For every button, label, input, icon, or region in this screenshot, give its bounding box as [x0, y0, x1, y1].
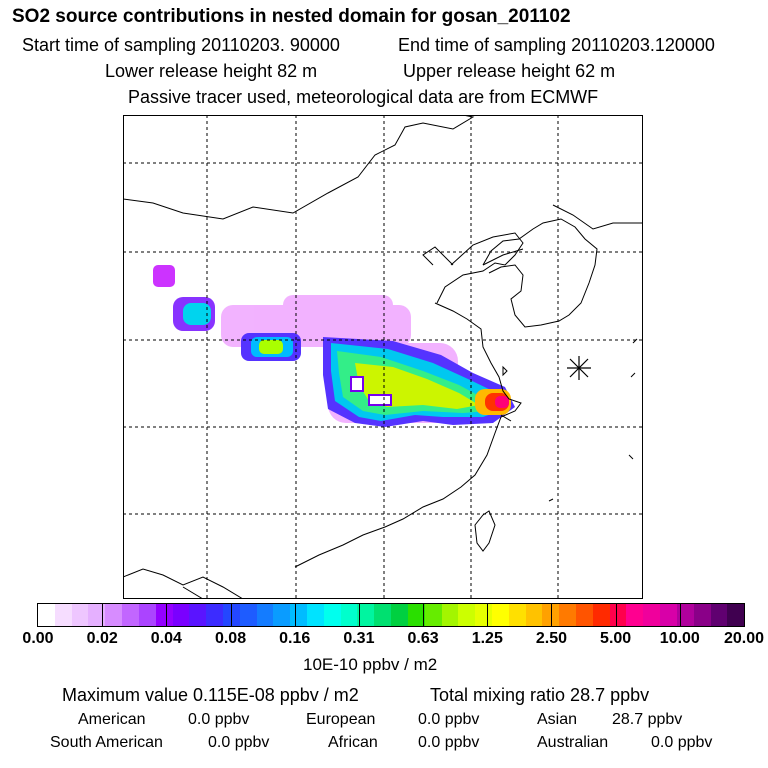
colorbar-tick-label: 20.00 [723, 630, 765, 647]
region-value: 0.0 ppbv [651, 734, 713, 751]
map-panel [123, 115, 643, 599]
sampling-start-time: Start time of sampling 20110203. 90000 [22, 35, 340, 55]
plume-cell [153, 265, 175, 287]
region-label: American [78, 711, 146, 728]
colorbar-segment [491, 604, 509, 626]
colorbar-divider [487, 604, 489, 626]
colorbar-segment [374, 604, 392, 626]
colorbar-divider [166, 604, 168, 626]
colorbar-segment [38, 604, 55, 626]
region-value: 0.0 ppbv [418, 711, 480, 728]
sampling-end-time: End time of sampling 20110203.120000 [398, 35, 715, 55]
colorbar-segment [273, 604, 291, 626]
colorbar-segment [189, 604, 207, 626]
colorbar-segment [88, 604, 106, 626]
region-label: Asian [537, 711, 578, 728]
colorbar-divider [551, 604, 553, 626]
region-value: 0.0 ppbv [208, 734, 270, 751]
tracer-note: Passive tracer used, meteorological data… [128, 87, 599, 107]
lower-release-height: Lower release height 82 m [105, 61, 318, 81]
colorbar-tick-label: 2.50 [535, 630, 568, 647]
receptor-star-icon [567, 356, 591, 380]
colorbar-tick-label: 0.00 [22, 630, 54, 647]
plume-hotspot [495, 396, 509, 408]
colorbar-tick-label: 0.16 [279, 630, 311, 647]
colorbar-segment [441, 604, 459, 626]
region-label: Australian [537, 734, 609, 751]
colorbar-segment [155, 604, 173, 626]
colorbar-segment [307, 604, 324, 626]
colorbar-segment [727, 604, 745, 626]
concentration-plume [153, 265, 515, 427]
colorbar-segment [407, 604, 425, 626]
colorbar-tick-label: 0.63 [407, 630, 439, 647]
colorbar-tick-label: 0.31 [343, 630, 375, 647]
colorbar-tick-label: 0.02 [86, 630, 118, 647]
region-value: 0.0 ppbv [418, 734, 480, 751]
region-value: 0.0 ppbv [188, 711, 250, 728]
coastlines [123, 115, 643, 599]
colorbar-segment [660, 604, 677, 626]
plume-cell [350, 376, 364, 392]
colorbar-segment [71, 604, 89, 626]
colorbar-divider [679, 604, 681, 626]
colorbar-segment [122, 604, 139, 626]
colorbar-divider [423, 604, 425, 626]
colorbar-segment [710, 604, 728, 626]
region-value: 28.7 ppbv [612, 711, 683, 728]
colorbar-segment [559, 604, 576, 626]
colorbar-segment [458, 604, 476, 626]
colorbar-divider [615, 604, 617, 626]
page-title: SO2 source contributions in nested domai… [12, 6, 571, 27]
colorbar-segment [323, 604, 341, 626]
colorbar-segment [239, 604, 257, 626]
colorbar-segment [256, 604, 274, 626]
colorbar-segment [290, 604, 307, 626]
colorbar-segment [576, 604, 593, 626]
colorbar [38, 604, 745, 626]
colorbar-tick-label: 10.00 [659, 630, 700, 647]
plume-cell [183, 303, 211, 325]
colorbar-segment [340, 604, 358, 626]
colorbar-segment [508, 604, 526, 626]
colorbar-segment [206, 604, 223, 626]
plume-cell [368, 394, 392, 406]
colorbar-segment [609, 604, 627, 626]
colorbar-segment [357, 604, 375, 626]
upper-release-height: Upper release height 62 m [403, 61, 616, 81]
region-label: South American [50, 734, 163, 751]
colorbar-segment [626, 604, 644, 626]
total-mixing-ratio: Total mixing ratio 28.7 ppbv [430, 685, 650, 705]
colorbar-segment [475, 604, 492, 626]
plume-cell [259, 340, 283, 354]
region-label: European [306, 711, 376, 728]
colorbar-segment [592, 604, 610, 626]
region-label: African [328, 734, 378, 751]
colorbar-tick-label: 0.08 [214, 630, 247, 647]
colorbar-segment [391, 604, 408, 626]
colorbar-tick-label: 5.00 [600, 630, 632, 647]
colorbar-segment [676, 604, 694, 626]
colorbar-divider [102, 604, 104, 626]
colorbar-divider [358, 604, 360, 626]
lat-lon-grid [123, 115, 643, 599]
colorbar-segment [693, 604, 711, 626]
colorbar-segment [643, 604, 661, 626]
colorbar-segment [542, 604, 560, 626]
colorbar-segment [172, 604, 190, 626]
colorbar-tick-label: 1.25 [471, 630, 503, 647]
colorbar-divider [294, 604, 296, 626]
colorbar-unit: 10E-10 ppbv / m2 [303, 655, 438, 674]
colorbar-divider [230, 604, 232, 626]
maximum-value: Maximum value 0.115E-08 ppbv / m2 [62, 685, 359, 705]
colorbar-tick-label: 0.04 [150, 630, 182, 647]
colorbar-segment [138, 604, 156, 626]
colorbar-segment [424, 604, 442, 626]
colorbar-segment [54, 604, 72, 626]
colorbar-segment [525, 604, 543, 626]
colorbar-segment [105, 604, 123, 626]
